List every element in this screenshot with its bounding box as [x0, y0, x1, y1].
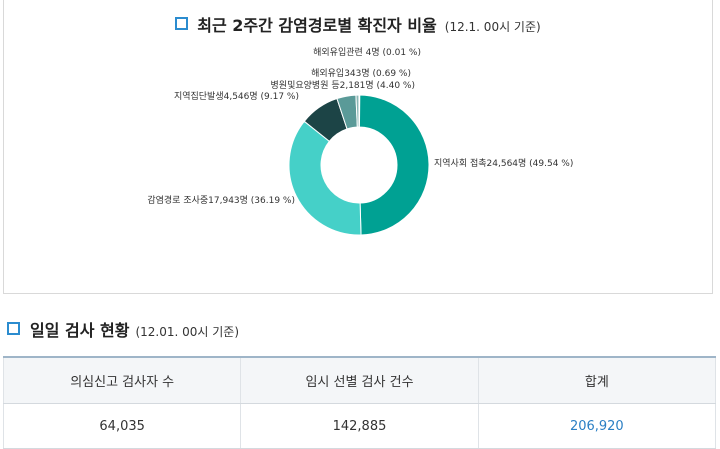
- header-total: 합계: [477, 356, 717, 404]
- cell-total: 206,920: [477, 403, 717, 449]
- section-note: (12.01. 00시 기준): [135, 325, 240, 339]
- donut-chart: 지역사회 접촉24,564명 (49.54 %) 감염경로 조사중17,943명 …: [147, 46, 573, 236]
- slice-label: 지역집단발생4,546명 (9.17 %): [174, 90, 299, 102]
- pie-slice: [358, 94, 361, 128]
- cell-suspected-tests: 64,035: [2, 403, 242, 449]
- slice-label: 감염경로 조사중17,943명 (36.19 %): [147, 194, 295, 206]
- square-bullet-icon: [7, 322, 20, 335]
- cell-temporary-screening: 142,885: [240, 403, 479, 449]
- chart-panel: 최근 2주간 감염경로별 확진자 비율 (12.1. 00시 기준) 지역사회 …: [3, 0, 713, 294]
- chart-title-row: 최근 2주간 감염경로별 확진자 비율 (12.1. 00시 기준): [4, 12, 712, 36]
- section-title: 일일 검사 현황: [30, 321, 130, 340]
- slice-label: 지역사회 접촉24,564명 (49.54 %): [434, 157, 573, 169]
- section-header: 일일 검사 현황 (12.01. 00시 기준): [7, 317, 239, 341]
- header-suspected-tests: 의심신고 검사자 수: [2, 356, 242, 404]
- slice-label: 병원및요양병원 등2,181명 (4.40 %): [271, 79, 415, 91]
- header-temporary-screening: 임시 선별 검사 건수: [240, 356, 479, 404]
- chart-title: 최근 2주간 감염경로별 확진자 비율: [197, 16, 437, 35]
- table-row: 64,035 142,885 206,920: [2, 403, 717, 449]
- daily-test-table: 의심신고 검사자 수 임시 선별 검사 건수 합계 64,035 142,885…: [2, 356, 717, 449]
- square-bullet-icon: [175, 17, 189, 30]
- slice-label: 해외유입관련 4명 (0.01 %): [313, 46, 421, 58]
- pie-slice: [288, 120, 362, 236]
- chart-title-note: (12.1. 00시 기준): [444, 20, 541, 34]
- table-header-row: 의심신고 검사자 수 임시 선별 검사 건수 합계: [2, 356, 717, 404]
- pie-slice: [358, 94, 430, 236]
- slice-label: 해외유입343명 (0.69 %): [311, 67, 411, 79]
